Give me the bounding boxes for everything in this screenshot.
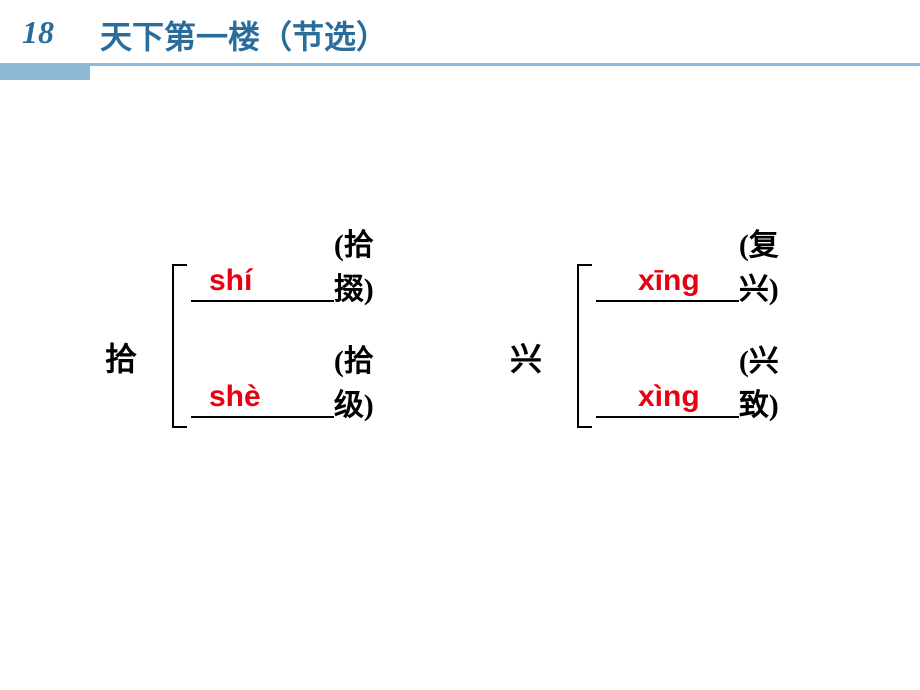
- underline: [191, 416, 334, 418]
- fill-blank: shè: [191, 378, 334, 418]
- reading-row: shí (拾掇): [191, 262, 401, 302]
- example-word: (兴致): [739, 336, 806, 424]
- pinyin-answer: xīng: [638, 264, 700, 298]
- example-word: (拾掇): [334, 220, 401, 308]
- underline: [191, 300, 334, 302]
- pinyin-answer: shí: [209, 264, 252, 298]
- underline: [596, 300, 739, 302]
- bracket-icon: [572, 264, 596, 428]
- reading-row: xìng (兴致): [596, 378, 806, 418]
- example-word: (复兴): [739, 220, 806, 308]
- pinyin-answer: shè: [209, 380, 261, 414]
- lesson-title: 天下第一楼（节选）: [100, 12, 388, 58]
- bracket-icon: [167, 264, 191, 428]
- reading-row: xīng (复兴): [596, 262, 806, 302]
- lesson-number: 18: [22, 14, 54, 51]
- slide-header: 18 天下第一楼（节选）: [0, 0, 920, 86]
- header-underline: [0, 63, 920, 66]
- example-word: (拾级): [334, 336, 401, 424]
- reading-row: shè (拾级): [191, 378, 401, 418]
- fill-blank: xīng: [596, 262, 739, 302]
- group-character: 兴: [510, 334, 542, 380]
- header-left-block: [0, 66, 90, 80]
- fill-blank: shí: [191, 262, 334, 302]
- group-character: 拾: [105, 334, 137, 380]
- pinyin-answer: xìng: [638, 380, 700, 414]
- underline: [596, 416, 739, 418]
- fill-blank: xìng: [596, 378, 739, 418]
